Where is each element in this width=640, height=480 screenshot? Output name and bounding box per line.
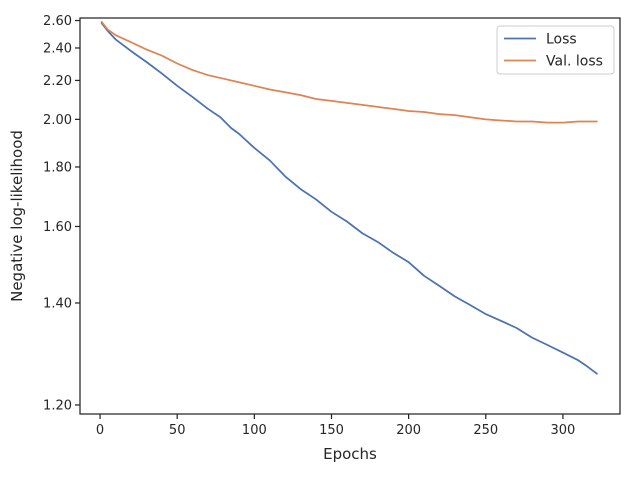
y-tick-label: 2.40 xyxy=(43,41,72,56)
x-tick-label: 100 xyxy=(242,423,267,438)
axis-layer: 0 50 100 150 200 250 300 1.20 1.40 1.60 1.80 2.00 2.… xyxy=(43,14,575,438)
x-tick-label: 50 xyxy=(169,423,186,438)
y-tick-label: 2.20 xyxy=(43,74,72,89)
y-tick-label: 1.80 xyxy=(43,160,72,175)
series-line-val-loss xyxy=(100,20,598,124)
y-tick-label: 1.60 xyxy=(43,220,72,235)
plot-area xyxy=(80,18,620,414)
y-tick-label: 2.00 xyxy=(43,113,72,128)
y-tick-label: 1.20 xyxy=(43,398,72,413)
legend-label-val-loss: Val. loss xyxy=(546,54,603,70)
x-tick-label: 0 xyxy=(96,423,104,438)
plot-frame xyxy=(79,17,621,415)
x-tick-label: 250 xyxy=(473,423,498,438)
legend-label-loss: Loss xyxy=(546,32,577,48)
x-tick-label: 300 xyxy=(551,423,576,438)
y-axis-label: Negative log-likelihood xyxy=(8,130,26,302)
y-tick-label: 2.60 xyxy=(43,14,72,29)
x-axis-label: Epochs xyxy=(323,445,377,463)
series-layer xyxy=(100,20,598,375)
series-line-loss xyxy=(100,22,598,375)
legend: Loss Val. loss xyxy=(496,25,615,75)
x-tick-label: 150 xyxy=(319,423,344,438)
y-tick-label: 1.40 xyxy=(43,296,72,311)
x-tick-label: 200 xyxy=(396,423,421,438)
